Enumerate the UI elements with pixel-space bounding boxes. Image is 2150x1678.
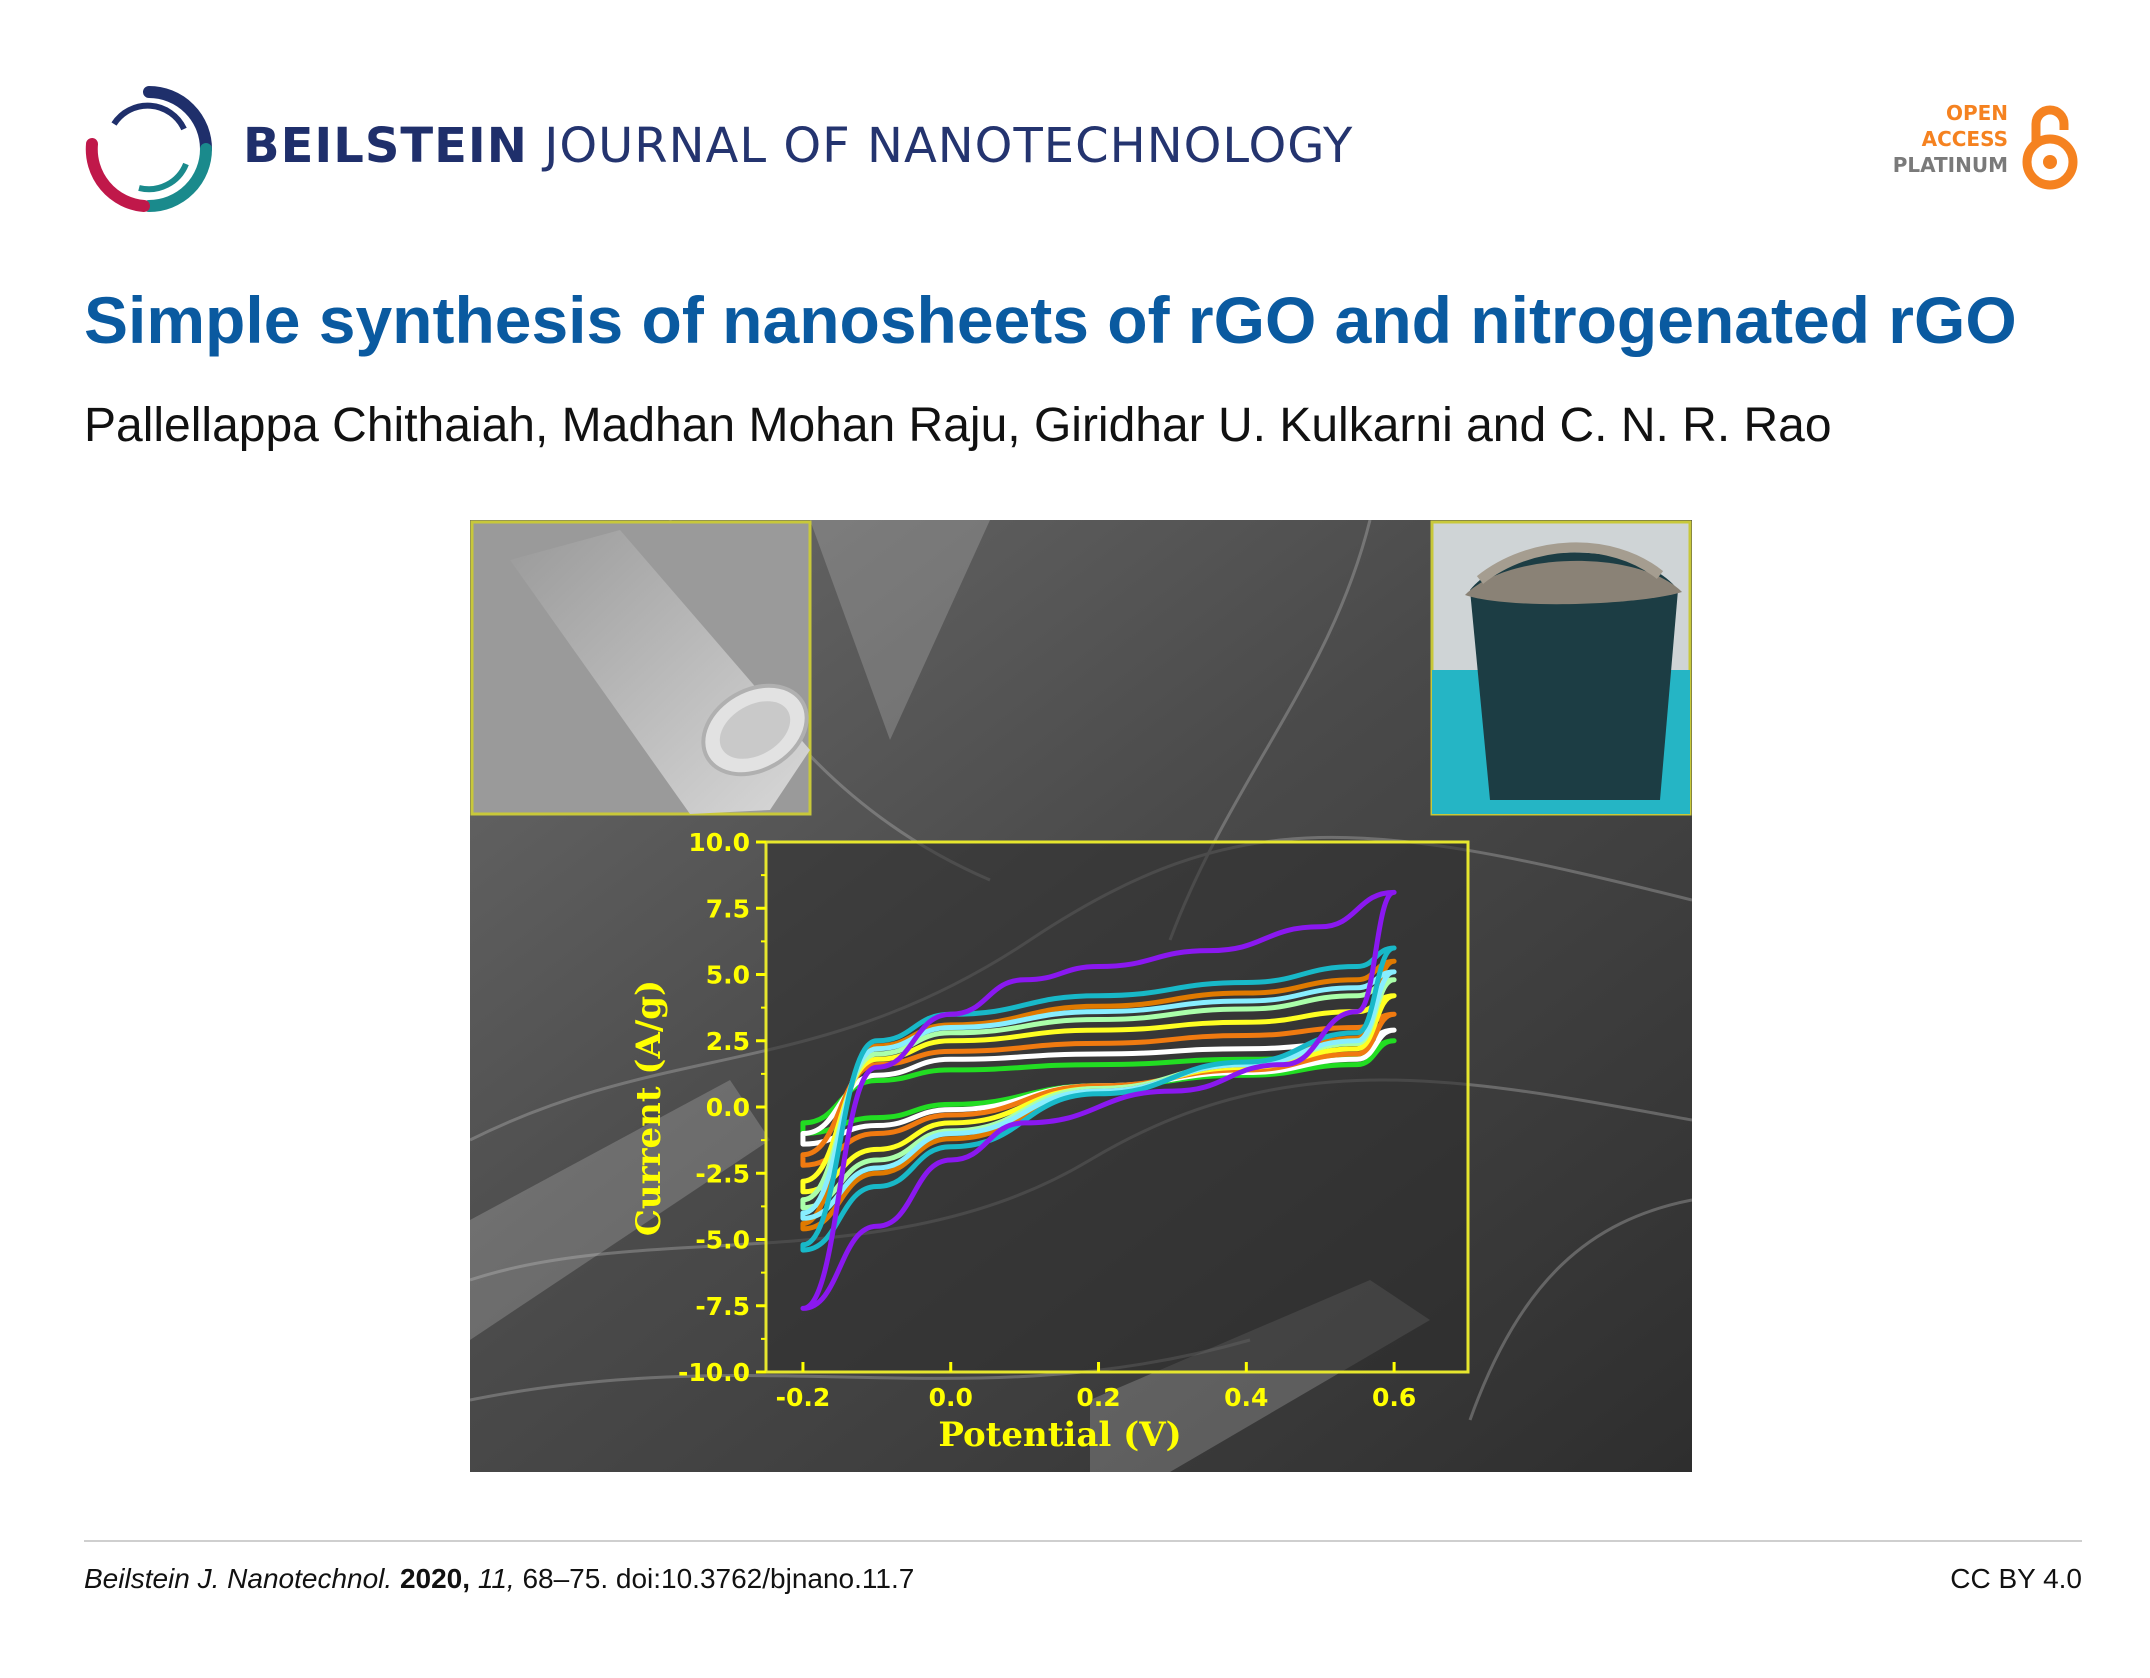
badge-platinum: PLATINUM bbox=[1892, 153, 2008, 177]
footer-divider bbox=[84, 1540, 2082, 1542]
cv-curve bbox=[800, 969, 1397, 1221]
x-tick-label: 0.4 bbox=[1224, 1383, 1268, 1412]
y-tick-label: -7.5 bbox=[695, 1292, 750, 1321]
cv-curve bbox=[800, 1027, 1397, 1147]
article-authors: Pallellappa Chithaiah, Madhan Mohan Raju… bbox=[84, 399, 1832, 452]
y-axis-label: Current (A/g) bbox=[629, 980, 669, 1236]
badge-access: ACCESS bbox=[1921, 127, 2008, 151]
open-lock-icon bbox=[2022, 105, 2078, 190]
journal-name: BEILSTEIN JOURNAL OF NANOTECHNOLOGY bbox=[243, 118, 1353, 174]
cv-plot: 10.0 7.5 5.0 2.5 0.0 -2.5 -5.0 -7.5 -10.0 -0.2 0.0… bbox=[629, 828, 1470, 1455]
license: CC BY 4.0 bbox=[1950, 1563, 2082, 1594]
plot-frame bbox=[764, 840, 1470, 1374]
x-tick-label: -0.2 bbox=[776, 1383, 831, 1412]
cv-curve bbox=[800, 1038, 1397, 1136]
cv-curve bbox=[800, 889, 1397, 1311]
beaker-photo-inset bbox=[1430, 520, 1692, 816]
citation-year: 2020, bbox=[399, 1563, 471, 1594]
x-tick-label: 0.2 bbox=[1076, 1383, 1120, 1412]
y-tick-label: -2.5 bbox=[695, 1159, 750, 1188]
y-tick-label: 7.5 bbox=[706, 894, 750, 923]
sem-tube-inset bbox=[470, 520, 812, 816]
cv-curve bbox=[800, 993, 1397, 1195]
y-tick-label: -5.0 bbox=[695, 1226, 750, 1255]
y-tick-label: 0.0 bbox=[706, 1093, 750, 1122]
journal-name-bold: BEILSTEIN bbox=[243, 118, 528, 174]
journal-name-rest: JOURNAL OF NANOTECHNOLOGY bbox=[544, 118, 1354, 174]
graphical-abstract: 10.0 7.5 5.0 2.5 0.0 -2.5 -5.0 -7.5 -10.0 -0.2 0.0… bbox=[470, 520, 1692, 1472]
y-tick-label: 2.5 bbox=[706, 1027, 750, 1056]
citation-pages-doi: 68–75. doi:10.3762/bjnano.11.7 bbox=[522, 1563, 915, 1594]
open-access-badge: OPEN ACCESS PLATINUM bbox=[1868, 100, 2078, 195]
article-title: Simple synthesis of nanosheets of rGO an… bbox=[84, 283, 2017, 357]
y-tick-label: 5.0 bbox=[706, 961, 750, 990]
citation-volume: 11, bbox=[477, 1563, 515, 1594]
cv-curve bbox=[800, 977, 1397, 1211]
y-tick-label: -10.0 bbox=[678, 1358, 750, 1387]
cv-curve bbox=[800, 1011, 1397, 1168]
x-axis-label: Potential (V) bbox=[938, 1415, 1181, 1455]
journal-logo bbox=[85, 86, 212, 212]
citation: Beilstein J. Nanotechnol. 2020, 11, 68–7… bbox=[84, 1563, 914, 1595]
badge-open: OPEN bbox=[1945, 101, 2008, 125]
y-tick-label: 10.0 bbox=[688, 828, 750, 857]
citation-journal: Beilstein J. Nanotechnol. bbox=[84, 1563, 393, 1594]
x-tick-label: 0.0 bbox=[929, 1383, 973, 1412]
x-tick-label: 0.6 bbox=[1372, 1383, 1416, 1412]
